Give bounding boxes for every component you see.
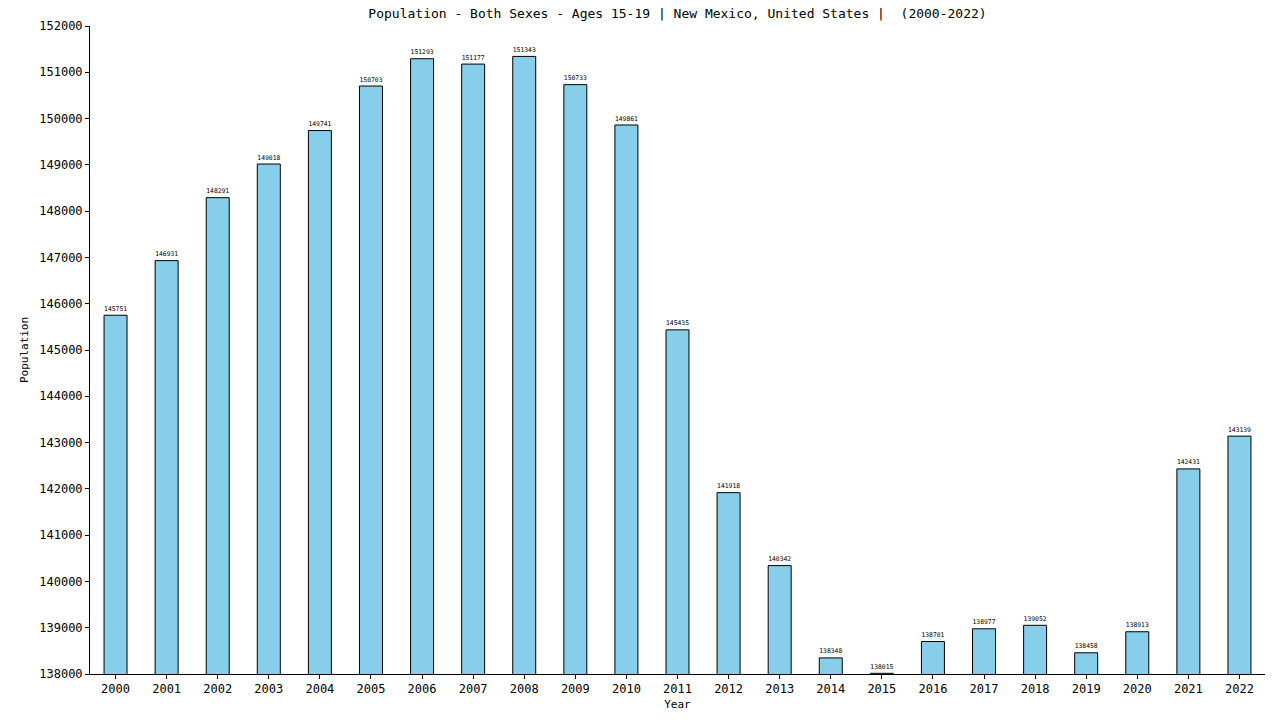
svg-text:150703: 150703 <box>359 76 382 83</box>
svg-text:146000: 146000 <box>39 297 82 311</box>
svg-text:2002: 2002 <box>203 682 232 696</box>
svg-text:144000: 144000 <box>39 389 82 403</box>
svg-text:140342: 140342 <box>768 555 791 562</box>
svg-text:138015: 138015 <box>870 663 893 670</box>
svg-text:149000: 149000 <box>39 158 82 172</box>
svg-text:2014: 2014 <box>816 682 845 696</box>
svg-text:145435: 145435 <box>666 319 689 326</box>
svg-text:142431: 142431 <box>1177 458 1200 465</box>
svg-text:2017: 2017 <box>970 682 999 696</box>
svg-text:138977: 138977 <box>973 618 996 625</box>
svg-text:2012: 2012 <box>714 682 743 696</box>
svg-text:2007: 2007 <box>459 682 488 696</box>
svg-text:2022: 2022 <box>1225 682 1254 696</box>
svg-text:2001: 2001 <box>152 682 181 696</box>
svg-text:138458: 138458 <box>1075 642 1098 649</box>
svg-text:2003: 2003 <box>254 682 283 696</box>
svg-text:Population: Population <box>18 317 31 383</box>
svg-text:139000: 139000 <box>39 621 82 635</box>
svg-text:151177: 151177 <box>462 54 485 61</box>
svg-text:2020: 2020 <box>1123 682 1152 696</box>
svg-text:138348: 138348 <box>819 647 842 654</box>
svg-text:149861: 149861 <box>615 115 638 122</box>
svg-text:2000: 2000 <box>101 682 130 696</box>
svg-text:148291: 148291 <box>206 187 229 194</box>
svg-text:151343: 151343 <box>513 46 536 53</box>
svg-text:2005: 2005 <box>357 682 386 696</box>
svg-text:Population - Both Sexes - Ages: Population - Both Sexes - Ages 15-19 | N… <box>368 6 986 21</box>
svg-text:2019: 2019 <box>1072 682 1101 696</box>
svg-text:140000: 140000 <box>39 575 82 589</box>
svg-text:147000: 147000 <box>39 251 82 265</box>
svg-text:2006: 2006 <box>408 682 437 696</box>
svg-text:142000: 142000 <box>39 482 82 496</box>
svg-text:152000: 152000 <box>39 19 82 33</box>
svg-text:2018: 2018 <box>1021 682 1050 696</box>
svg-text:151000: 151000 <box>39 65 82 79</box>
svg-text:2015: 2015 <box>867 682 896 696</box>
svg-text:150000: 150000 <box>39 112 82 126</box>
svg-text:146931: 146931 <box>155 250 178 257</box>
svg-text:143139: 143139 <box>1228 426 1251 433</box>
svg-text:2016: 2016 <box>918 682 947 696</box>
svg-text:145751: 145751 <box>104 305 127 312</box>
svg-text:2011: 2011 <box>663 682 692 696</box>
svg-text:143000: 143000 <box>39 436 82 450</box>
svg-text:141918: 141918 <box>717 482 740 489</box>
svg-text:141000: 141000 <box>39 528 82 542</box>
svg-text:151293: 151293 <box>411 48 434 55</box>
svg-text:2013: 2013 <box>765 682 794 696</box>
svg-text:138913: 138913 <box>1126 621 1149 628</box>
svg-text:Year: Year <box>664 698 691 711</box>
svg-text:148000: 148000 <box>39 204 82 218</box>
svg-text:138701: 138701 <box>921 631 944 638</box>
svg-text:150733: 150733 <box>564 74 587 81</box>
svg-text:2008: 2008 <box>510 682 539 696</box>
svg-text:2021: 2021 <box>1174 682 1203 696</box>
svg-text:145000: 145000 <box>39 343 82 357</box>
svg-text:2009: 2009 <box>561 682 590 696</box>
svg-text:138000: 138000 <box>39 667 82 681</box>
svg-text:2004: 2004 <box>305 682 334 696</box>
svg-text:149018: 149018 <box>257 154 280 161</box>
svg-text:139052: 139052 <box>1024 615 1047 622</box>
svg-text:149741: 149741 <box>308 120 331 127</box>
svg-text:2010: 2010 <box>612 682 641 696</box>
